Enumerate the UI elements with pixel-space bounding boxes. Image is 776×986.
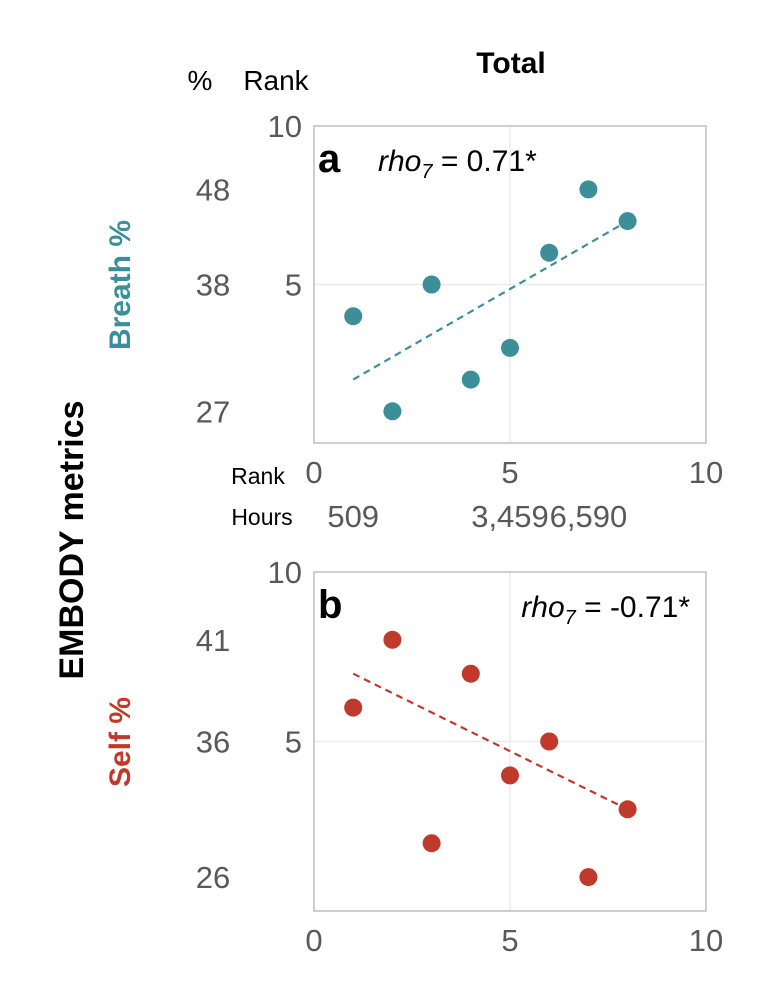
y-group-label: EMBODY metrics — [53, 400, 91, 679]
panel-a-x-tick-label: 5 — [501, 455, 518, 490]
panel-a-point — [618, 212, 637, 231]
panel-b-point — [461, 664, 480, 683]
panel-a-x-tick-label: 10 — [689, 455, 723, 490]
panel-a-y-tick-label: 10 — [268, 109, 302, 144]
panel-b-trend-line — [352, 672, 629, 811]
panel-a-percent-tick-label: 48 — [196, 172, 230, 207]
panel-a-percent-tick-label: 27 — [196, 394, 230, 429]
panel-a-trend-line — [352, 220, 629, 381]
panel-b-point — [579, 868, 598, 887]
x-row-rank-label: Rank — [231, 463, 285, 489]
panel-a-point — [383, 402, 402, 421]
panel-a-frame — [313, 125, 707, 444]
panel-b-rho-annotation: rho7 = -0.71* — [521, 591, 690, 629]
panel-a-x-tick-label: 0 — [305, 455, 322, 490]
column-title: Total — [476, 47, 545, 80]
panel-a-rho-annotation: rho7 = 0.71* — [378, 145, 537, 183]
panel-b-y-label: Self % — [104, 697, 137, 787]
panel-b-y-tick-label: 5 — [285, 725, 302, 760]
panel-b-percent-tick-label: 26 — [196, 860, 230, 895]
header-rank-label: Rank — [243, 65, 309, 96]
header-percent-label: % — [188, 65, 213, 96]
panel-a-y-label: Breath % — [104, 220, 137, 350]
panel-b-point — [540, 732, 559, 751]
hours-tick-label: 3,459 — [471, 499, 549, 534]
x-row-hours-label: Hours — [231, 504, 292, 530]
panel-b-point — [383, 630, 402, 649]
panel-b-point — [344, 698, 363, 717]
panel-b-x-tick-label: 0 — [305, 923, 322, 958]
panel-b-point — [422, 834, 441, 853]
panel-a-point — [540, 243, 559, 262]
hours-tick-label: 6,590 — [550, 499, 628, 534]
panel-b-percent-tick-label: 41 — [196, 623, 230, 658]
panel-b-point — [501, 766, 519, 785]
panel-b-x-tick-label: 5 — [501, 923, 518, 958]
panel-a-y-tick-label: 5 — [285, 268, 302, 303]
panel-b-x-tick-label: 10 — [689, 923, 723, 958]
panel-b-y-tick-label: 10 — [268, 555, 302, 590]
panel-b-percent-tick-label: 36 — [196, 725, 230, 760]
panel-a-percent-tick-label: 38 — [196, 268, 230, 303]
panel-a-point — [461, 370, 480, 389]
panel-a-point — [422, 275, 441, 294]
panel-a-letter: a — [318, 137, 341, 181]
panel-b-frame — [313, 571, 707, 912]
panel-a-point — [344, 307, 363, 326]
panel-b-letter: b — [318, 583, 342, 627]
panel-a-point — [579, 180, 598, 199]
panel-b-point — [618, 800, 637, 819]
panel-a-point — [501, 338, 519, 357]
hours-tick-label: 509 — [327, 499, 379, 534]
